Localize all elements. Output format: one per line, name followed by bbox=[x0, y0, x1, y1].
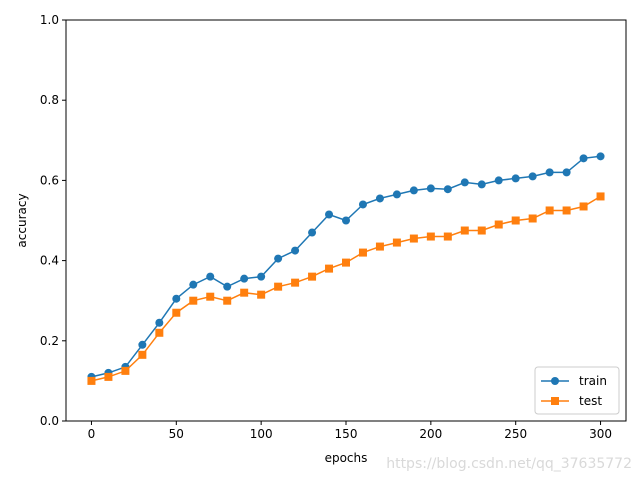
data-point-test bbox=[562, 206, 571, 215]
data-point-test bbox=[172, 308, 181, 317]
data-point-test bbox=[494, 220, 503, 229]
data-point-train bbox=[240, 274, 249, 283]
data-point-test bbox=[545, 206, 554, 215]
data-point-test bbox=[443, 232, 452, 241]
data-point-test bbox=[426, 232, 435, 241]
data-point-test bbox=[342, 258, 350, 267]
data-point-test bbox=[511, 216, 520, 225]
data-point-test bbox=[240, 288, 249, 297]
data-point-train bbox=[257, 272, 266, 281]
data-point-train bbox=[409, 186, 418, 195]
data-point-test bbox=[596, 192, 605, 201]
data-point-train bbox=[494, 176, 503, 185]
data-point-test bbox=[206, 292, 215, 301]
y-tick-label: 0.2 bbox=[40, 334, 59, 348]
data-point-test bbox=[308, 272, 317, 281]
data-point-test bbox=[189, 296, 198, 305]
data-point-train bbox=[172, 294, 181, 303]
x-tick-label: 150 bbox=[335, 427, 358, 441]
data-point-train bbox=[138, 340, 147, 349]
y-tick-label: 1.0 bbox=[40, 13, 59, 27]
data-point-test bbox=[274, 282, 283, 291]
axis-ticks: 0 50 100 150 200 250 300 0.0 0.2 0.4 0.6 0.8 1.0 bbox=[40, 13, 612, 441]
data-point-train bbox=[528, 172, 537, 181]
data-point-test bbox=[460, 226, 469, 235]
data-point-test bbox=[579, 202, 588, 211]
data-point-train bbox=[342, 216, 350, 225]
data-point-test bbox=[528, 214, 537, 223]
data-point-train bbox=[443, 185, 452, 194]
x-tick-label: 300 bbox=[589, 427, 612, 441]
data-point-train bbox=[155, 318, 164, 327]
watermark-text: https://blog.csdn.net/qq_37635772 bbox=[386, 456, 632, 472]
legend-label-test: test bbox=[579, 394, 602, 408]
data-point-test bbox=[104, 372, 113, 381]
y-tick-label: 0.4 bbox=[40, 254, 59, 268]
x-tick-label: 100 bbox=[250, 427, 273, 441]
data-point-test bbox=[138, 350, 147, 359]
data-point-train bbox=[392, 190, 401, 199]
data-point-test bbox=[409, 234, 418, 243]
data-point-train bbox=[291, 246, 300, 255]
data-point-test bbox=[87, 376, 96, 385]
legend: train test bbox=[534, 366, 620, 415]
data-point-train bbox=[426, 184, 435, 193]
data-point-test bbox=[375, 242, 384, 251]
data-point-test bbox=[325, 264, 334, 273]
legend-marker-train bbox=[551, 377, 559, 385]
data-point-train bbox=[460, 178, 469, 187]
data-point-train bbox=[325, 210, 334, 219]
data-point-train bbox=[274, 254, 283, 263]
data-point-test bbox=[477, 226, 486, 235]
data-point-train bbox=[545, 168, 554, 177]
x-tick-label: 50 bbox=[169, 427, 184, 441]
data-point-train bbox=[375, 194, 384, 203]
x-tick-label: 200 bbox=[419, 427, 442, 441]
data-point-train bbox=[477, 180, 486, 189]
legend-marker-test bbox=[551, 397, 559, 405]
data-point-train bbox=[579, 154, 588, 163]
y-tick-label: 0.6 bbox=[40, 173, 59, 187]
x-tick-label: 250 bbox=[504, 427, 527, 441]
x-tick-label: 0 bbox=[88, 427, 96, 441]
y-axis-label: accuracy bbox=[15, 193, 29, 247]
plot-frame bbox=[65, 19, 627, 422]
data-point-test bbox=[257, 290, 266, 299]
data-point-train bbox=[358, 200, 367, 209]
data-point-test bbox=[392, 238, 401, 247]
data-point-train bbox=[562, 168, 571, 177]
data-point-train bbox=[596, 152, 605, 161]
legend-label-train: train bbox=[579, 374, 607, 388]
data-point-test bbox=[291, 278, 300, 287]
data-point-train bbox=[206, 272, 215, 281]
x-axis-label: epochs bbox=[325, 451, 368, 465]
series-layer bbox=[87, 152, 605, 385]
y-tick-label: 0.8 bbox=[40, 93, 59, 107]
data-point-train bbox=[308, 228, 317, 237]
data-point-test bbox=[358, 248, 367, 257]
data-point-test bbox=[121, 366, 130, 375]
data-point-test bbox=[155, 328, 164, 337]
data-point-train bbox=[189, 280, 198, 289]
y-tick-label: 0.0 bbox=[40, 414, 59, 428]
data-point-train bbox=[223, 282, 232, 291]
data-point-test bbox=[223, 296, 232, 305]
data-point-train bbox=[511, 174, 520, 183]
